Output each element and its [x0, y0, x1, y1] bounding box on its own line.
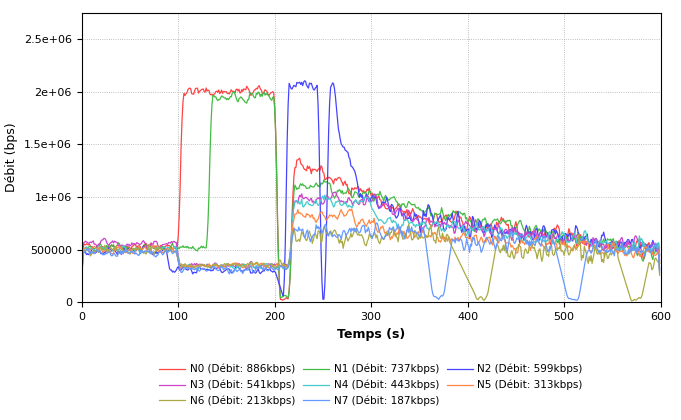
N4 (Débit: 443kbps): (401, 6.55e+05): 443kbps): (401, 6.55e+05) — [464, 231, 473, 236]
N1 (Débit: 737kbps): (273, 1.04e+06): 737kbps): (273, 1.04e+06) — [341, 190, 349, 195]
N3 (Débit: 541kbps): (154, 3.5e+05): 541kbps): (154, 3.5e+05) — [226, 263, 234, 268]
Line: N0 (Débit: 886kbps): N0 (Débit: 886kbps) — [82, 86, 660, 300]
N0 (Débit: 886kbps): (154, 2e+06): 886kbps): (154, 2e+06) — [226, 89, 234, 94]
N7 (Débit: 187kbps): (354, 7.06e+05): 187kbps): (354, 7.06e+05) — [419, 226, 428, 231]
N1 (Débit: 737kbps): (355, 8.45e+05): 737kbps): (355, 8.45e+05) — [420, 211, 428, 216]
N0 (Débit: 886kbps): (208, 2.09e+04): 886kbps): (208, 2.09e+04) — [279, 298, 287, 303]
X-axis label: Temps (s): Temps (s) — [337, 328, 405, 341]
N3 (Débit: 541kbps): (106, 3.32e+05): 541kbps): (106, 3.32e+05) — [180, 265, 188, 270]
N5 (Débit: 313kbps): (599, 3.72e+05): 313kbps): (599, 3.72e+05) — [656, 261, 664, 266]
N3 (Débit: 541kbps): (452, 6.35e+05): 541kbps): (452, 6.35e+05) — [513, 233, 522, 238]
N5 (Débit: 313kbps): (154, 3.59e+05): 313kbps): (154, 3.59e+05) — [226, 262, 234, 267]
Line: N3 (Débit: 541kbps): N3 (Débit: 541kbps) — [82, 192, 660, 275]
N1 (Débit: 737kbps): (453, 7.61e+05): 737kbps): (453, 7.61e+05) — [515, 220, 523, 225]
N6 (Débit: 213kbps): (354, 6.12e+05): 213kbps): (354, 6.12e+05) — [419, 236, 428, 241]
N0 (Débit: 886kbps): (106, 1.99e+06): 886kbps): (106, 1.99e+06) — [180, 91, 188, 96]
Line: N4 (Débit: 443kbps): N4 (Débit: 443kbps) — [82, 195, 660, 277]
N6 (Débit: 213kbps): (106, 3.49e+05): 213kbps): (106, 3.49e+05) — [180, 263, 188, 268]
N5 (Débit: 313kbps): (401, 6.04e+05): 313kbps): (401, 6.04e+05) — [464, 236, 473, 241]
N4 (Débit: 443kbps): (272, 9.55e+05): 443kbps): (272, 9.55e+05) — [340, 199, 348, 204]
N2 (Débit: 599kbps): (0, 3.41e+05): 599kbps): (0, 3.41e+05) — [78, 264, 86, 269]
N2 (Débit: 599kbps): (273, 1.45e+06): 599kbps): (273, 1.45e+06) — [341, 147, 349, 152]
N1 (Débit: 737kbps): (214, 4.36e+04): 737kbps): (214, 4.36e+04) — [284, 295, 292, 300]
N2 (Débit: 599kbps): (231, 2.1e+06): 599kbps): (231, 2.1e+06) — [300, 78, 308, 83]
Legend: N0 (Débit: 886kbps), N3 (Débit: 541kbps), N6 (Débit: 213kbps), N1 (Débit: 737kbp: N0 (Débit: 886kbps), N3 (Débit: 541kbps)… — [155, 360, 587, 410]
N6 (Débit: 213kbps): (0, 3.36e+05): 213kbps): (0, 3.36e+05) — [78, 265, 86, 270]
Line: N6 (Débit: 213kbps): N6 (Débit: 213kbps) — [82, 224, 660, 301]
N2 (Débit: 599kbps): (250, 3e+04): 599kbps): (250, 3e+04) — [319, 297, 327, 302]
N0 (Débit: 886kbps): (355, 7.96e+05): 886kbps): (355, 7.96e+05) — [420, 216, 428, 221]
N6 (Débit: 213kbps): (271, 5.13e+05): 213kbps): (271, 5.13e+05) — [339, 246, 347, 251]
N6 (Débit: 213kbps): (401, 2.02e+05): 213kbps): (401, 2.02e+05) — [464, 278, 473, 284]
N1 (Débit: 737kbps): (402, 7.85e+05): 737kbps): (402, 7.85e+05) — [465, 217, 473, 222]
N5 (Débit: 313kbps): (452, 4.75e+05): 313kbps): (452, 4.75e+05) — [513, 250, 522, 255]
N3 (Débit: 541kbps): (272, 9.41e+05): 541kbps): (272, 9.41e+05) — [340, 201, 348, 206]
Line: N1 (Débit: 737kbps): N1 (Débit: 737kbps) — [82, 92, 660, 298]
N4 (Débit: 443kbps): (252, 1.02e+06): 443kbps): (252, 1.02e+06) — [321, 193, 329, 198]
N3 (Débit: 541kbps): (354, 6.85e+05): 541kbps): (354, 6.85e+05) — [419, 228, 428, 233]
Line: N5 (Débit: 313kbps): N5 (Débit: 313kbps) — [82, 209, 660, 276]
N1 (Débit: 737kbps): (0, 2.58e+05): 737kbps): (0, 2.58e+05) — [78, 273, 86, 278]
N0 (Débit: 886kbps): (273, 1.15e+06): 886kbps): (273, 1.15e+06) — [341, 178, 349, 184]
N4 (Débit: 443kbps): (0, 2.41e+05): 443kbps): (0, 2.41e+05) — [78, 275, 86, 280]
N0 (Débit: 886kbps): (184, 2.06e+06): 886kbps): (184, 2.06e+06) — [255, 83, 264, 88]
N5 (Débit: 313kbps): (354, 6.76e+05): 313kbps): (354, 6.76e+05) — [419, 229, 428, 234]
N4 (Débit: 443kbps): (599, 4.48e+05): 443kbps): (599, 4.48e+05) — [656, 253, 664, 258]
N5 (Débit: 313kbps): (106, 3.6e+05): 313kbps): (106, 3.6e+05) — [180, 262, 188, 267]
N4 (Débit: 443kbps): (154, 3.34e+05): 443kbps): (154, 3.34e+05) — [226, 265, 234, 270]
N3 (Débit: 541kbps): (599, 3.98e+05): 541kbps): (599, 3.98e+05) — [656, 258, 664, 263]
N1 (Débit: 737kbps): (158, 2e+06): 737kbps): (158, 2e+06) — [230, 89, 238, 94]
N7 (Débit: 187kbps): (401, 5.32e+05): 187kbps): (401, 5.32e+05) — [464, 244, 473, 249]
N0 (Débit: 886kbps): (0, 2.69e+05): 886kbps): (0, 2.69e+05) — [78, 272, 86, 277]
N3 (Débit: 541kbps): (401, 7.45e+05): 541kbps): (401, 7.45e+05) — [464, 221, 473, 226]
N6 (Débit: 213kbps): (339, 7.44e+05): 213kbps): (339, 7.44e+05) — [405, 221, 413, 226]
N2 (Débit: 599kbps): (106, 3.39e+05): 599kbps): (106, 3.39e+05) — [180, 264, 188, 269]
N6 (Débit: 213kbps): (452, 5.18e+05): 213kbps): (452, 5.18e+05) — [513, 245, 522, 250]
N0 (Débit: 886kbps): (453, 6.54e+05): 886kbps): (453, 6.54e+05) — [515, 231, 523, 236]
Y-axis label: Débit (bps): Débit (bps) — [5, 123, 18, 192]
N7 (Débit: 187kbps): (154, 3.03e+05): 187kbps): (154, 3.03e+05) — [226, 268, 234, 273]
N4 (Débit: 443kbps): (452, 6.31e+05): 443kbps): (452, 6.31e+05) — [513, 234, 522, 239]
N4 (Débit: 443kbps): (354, 7.66e+05): 443kbps): (354, 7.66e+05) — [419, 219, 428, 224]
N6 (Débit: 213kbps): (570, 1.36e+04): 213kbps): (570, 1.36e+04) — [627, 299, 635, 304]
N7 (Débit: 187kbps): (106, 3.18e+05): 187kbps): (106, 3.18e+05) — [180, 266, 188, 271]
N5 (Débit: 313kbps): (0, 2.54e+05): 313kbps): (0, 2.54e+05) — [78, 273, 86, 278]
N2 (Débit: 599kbps): (599, 3.12e+05): 599kbps): (599, 3.12e+05) — [656, 267, 664, 272]
N3 (Débit: 541kbps): (0, 2.61e+05): 541kbps): (0, 2.61e+05) — [78, 272, 86, 277]
N1 (Débit: 737kbps): (106, 5.21e+05): 737kbps): (106, 5.21e+05) — [180, 245, 188, 250]
N7 (Débit: 187kbps): (271, 6.78e+05): 187kbps): (271, 6.78e+05) — [339, 228, 347, 234]
N1 (Débit: 737kbps): (154, 1.95e+06): 737kbps): (154, 1.95e+06) — [226, 94, 234, 99]
N7 (Débit: 187kbps): (306, 7.54e+05): 187kbps): (306, 7.54e+05) — [373, 220, 381, 226]
N5 (Débit: 313kbps): (278, 8.84e+05): 313kbps): (278, 8.84e+05) — [346, 207, 354, 212]
N2 (Débit: 599kbps): (453, 6.21e+05): 599kbps): (453, 6.21e+05) — [515, 234, 523, 239]
N3 (Débit: 541kbps): (263, 1.05e+06): 541kbps): (263, 1.05e+06) — [332, 189, 340, 194]
N5 (Débit: 313kbps): (271, 8.41e+05): 313kbps): (271, 8.41e+05) — [339, 211, 347, 216]
N6 (Débit: 213kbps): (154, 3.56e+05): 213kbps): (154, 3.56e+05) — [226, 262, 234, 268]
N7 (Débit: 187kbps): (599, 2.87e+05): 187kbps): (599, 2.87e+05) — [656, 270, 664, 275]
N7 (Débit: 187kbps): (513, 1.99e+04): 187kbps): (513, 1.99e+04) — [573, 298, 581, 303]
N7 (Débit: 187kbps): (0, 3.03e+05): 187kbps): (0, 3.03e+05) — [78, 268, 86, 273]
Line: N7 (Débit: 187kbps): N7 (Débit: 187kbps) — [82, 223, 660, 300]
N0 (Débit: 886kbps): (599, 4.38e+05): 886kbps): (599, 4.38e+05) — [656, 254, 664, 259]
N6 (Débit: 213kbps): (599, 2.59e+05): 213kbps): (599, 2.59e+05) — [656, 273, 664, 278]
N7 (Débit: 187kbps): (452, 6.01e+05): 187kbps): (452, 6.01e+05) — [513, 236, 522, 241]
N2 (Débit: 599kbps): (355, 8.21e+05): 599kbps): (355, 8.21e+05) — [420, 213, 428, 218]
N0 (Débit: 886kbps): (402, 8.14e+05): 886kbps): (402, 8.14e+05) — [465, 214, 473, 219]
N4 (Débit: 443kbps): (106, 3.39e+05): 443kbps): (106, 3.39e+05) — [180, 264, 188, 269]
N1 (Débit: 737kbps): (599, 3.74e+05): 737kbps): (599, 3.74e+05) — [656, 260, 664, 265]
N2 (Débit: 599kbps): (154, 2.96e+05): 599kbps): (154, 2.96e+05) — [226, 269, 234, 274]
Line: N2 (Débit: 599kbps): N2 (Débit: 599kbps) — [82, 81, 660, 299]
N2 (Débit: 599kbps): (402, 6.06e+05): 599kbps): (402, 6.06e+05) — [465, 236, 473, 241]
